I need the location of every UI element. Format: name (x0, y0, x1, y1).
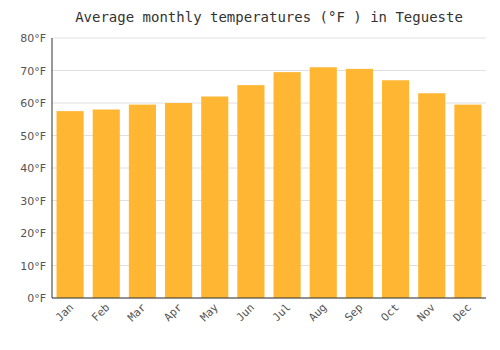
chart-title: Average monthly temperatures (°F ) in Te… (75, 9, 463, 25)
y-tick-label: 80°F (20, 32, 46, 45)
grid (52, 38, 486, 298)
grid-line (52, 38, 486, 39)
y-tick-label: 30°F (20, 195, 46, 208)
x-tick-label: Jul (270, 301, 293, 324)
y-tick-label: 60°F (20, 97, 46, 110)
bar (129, 105, 156, 298)
x-tick-label: Feb (89, 301, 112, 324)
bar (274, 72, 301, 298)
x-tick-label: Mar (125, 301, 149, 325)
x-tick-label: Jan (53, 301, 76, 324)
bar (418, 93, 445, 298)
bars (57, 67, 482, 298)
y-tick-label: 10°F (20, 260, 46, 273)
y-tick-label: 70°F (20, 65, 46, 78)
page-body: {"chart_data": {"type": "bar", "title": … (0, 0, 500, 350)
y-tick-label: 40°F (20, 162, 46, 175)
bar (201, 97, 228, 299)
y-tick-label: 20°F (20, 227, 46, 240)
bar (57, 111, 84, 298)
x-tick-label: Apr (161, 301, 185, 325)
bar (165, 103, 192, 298)
y-tick-label: 50°F (20, 130, 46, 143)
grid-line (52, 298, 486, 299)
x-tick-label: Jun (234, 301, 257, 324)
bar (93, 110, 120, 299)
bar (382, 80, 409, 298)
x-tick-label: Aug (306, 301, 329, 324)
x-tick-label: Dec (451, 301, 474, 324)
bar (310, 67, 337, 298)
grid-line (52, 70, 486, 71)
bar (454, 105, 481, 298)
x-tick-label: Oct (378, 301, 401, 324)
x-axis-line (52, 298, 486, 299)
bar (237, 85, 264, 298)
x-tick-label: May (198, 301, 222, 325)
chart-svg: Average monthly temperatures (°F ) in Te… (0, 0, 500, 350)
x-tick-label: Sep (342, 301, 365, 324)
x-tick-label: Nov (415, 301, 439, 325)
page: Chart html, body { margin: 0; padding: 0… (0, 0, 500, 350)
bar (346, 69, 373, 298)
chart-container: Average monthly temperatures (°F ) in Te… (0, 0, 500, 350)
y-axis-line (52, 38, 53, 298)
y-tick-label: 0°F (27, 292, 46, 305)
